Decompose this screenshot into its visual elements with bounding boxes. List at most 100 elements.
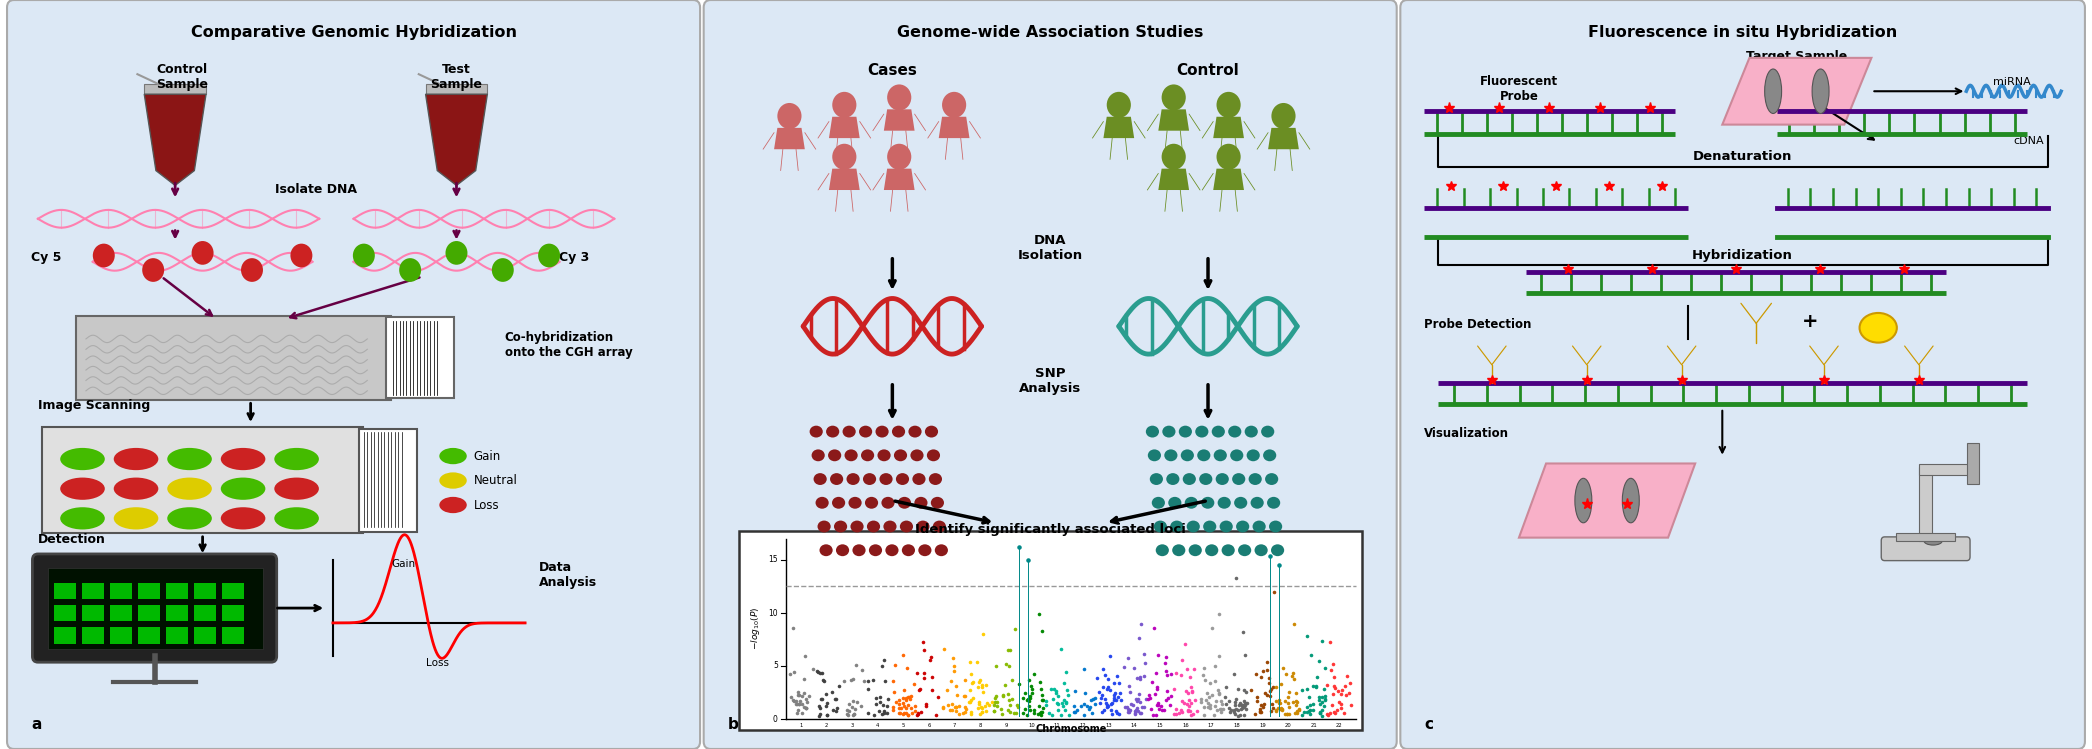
Point [948,706,981,718]
Point [1192,697,1226,709]
Point [801,700,835,712]
Point [1042,691,1075,703]
Point [941,708,975,720]
Text: Gain: Gain [473,449,500,463]
Point [1121,672,1155,684]
Point [908,643,941,655]
Point [1098,705,1132,717]
Text: 3: 3 [851,723,854,728]
Point [1002,679,1036,691]
Point [1259,681,1293,693]
Ellipse shape [900,521,912,533]
Point [1270,708,1303,720]
Point [1128,701,1161,713]
Point [1276,667,1310,679]
Point [1059,685,1092,697]
Point [1013,704,1046,716]
Point [1029,694,1063,706]
Point [1199,660,1232,672]
Point [883,707,916,719]
Ellipse shape [1812,69,1828,114]
Ellipse shape [439,497,467,513]
Ellipse shape [1270,521,1282,533]
Point [1086,663,1119,675]
Point [866,699,900,711]
Point [977,699,1010,711]
Point [774,691,808,703]
Point [1050,684,1084,696]
Point [1159,703,1192,715]
Point [887,708,920,720]
Circle shape [1218,92,1241,118]
Point [1213,702,1247,714]
Point [1322,696,1356,708]
Point [981,700,1015,712]
Point [847,675,881,687]
Point [801,709,835,721]
Point [1226,699,1259,711]
Point [1172,700,1205,712]
Bar [82,605,105,622]
Point [1140,682,1174,694]
Point [931,700,964,712]
Point [879,659,912,671]
Text: Cy 3: Cy 3 [559,251,590,264]
Point [1333,688,1366,700]
Ellipse shape [1146,425,1159,437]
Ellipse shape [902,545,914,557]
Point [1218,696,1251,708]
Polygon shape [828,117,860,138]
Point [1228,697,1261,709]
Point [891,709,925,721]
Point [1297,698,1331,710]
Point [1174,694,1207,706]
Point [885,702,918,714]
Point [1224,703,1257,715]
Point [967,686,1000,698]
Point [780,707,814,719]
Text: 11: 11 [1054,723,1061,728]
Ellipse shape [868,545,883,557]
Ellipse shape [1253,521,1266,533]
Ellipse shape [814,473,826,485]
Point [1291,630,1324,642]
Point [935,675,969,687]
Ellipse shape [274,448,318,470]
Ellipse shape [862,449,874,461]
Point [774,668,808,680]
Point [1303,706,1337,718]
Text: 10: 10 [768,609,778,618]
Point [1029,699,1063,711]
Point [1094,698,1128,710]
Ellipse shape [1199,473,1213,485]
Point [967,628,1000,640]
Ellipse shape [1575,479,1592,523]
Point [979,661,1013,673]
Ellipse shape [1165,449,1178,461]
Circle shape [354,243,374,267]
Ellipse shape [891,425,906,437]
Point [1113,685,1146,697]
Point [1136,709,1169,721]
Point [1316,658,1349,670]
Point [1084,692,1117,704]
Point [1276,696,1310,708]
Point [954,708,987,720]
Point [1318,682,1351,694]
Point [923,691,956,703]
Point [1238,708,1272,720]
Point [1090,697,1123,709]
Text: Isolate DNA: Isolate DNA [274,183,358,195]
Point [893,691,927,703]
Point [1201,684,1234,696]
Point [954,696,987,708]
Text: 10: 10 [1029,723,1036,728]
Point [1312,709,1345,721]
Point [910,700,943,712]
Point [1017,704,1050,716]
Ellipse shape [929,473,941,485]
Point [887,700,920,712]
Point [837,695,870,707]
Ellipse shape [1220,521,1232,533]
Point [1266,662,1299,674]
